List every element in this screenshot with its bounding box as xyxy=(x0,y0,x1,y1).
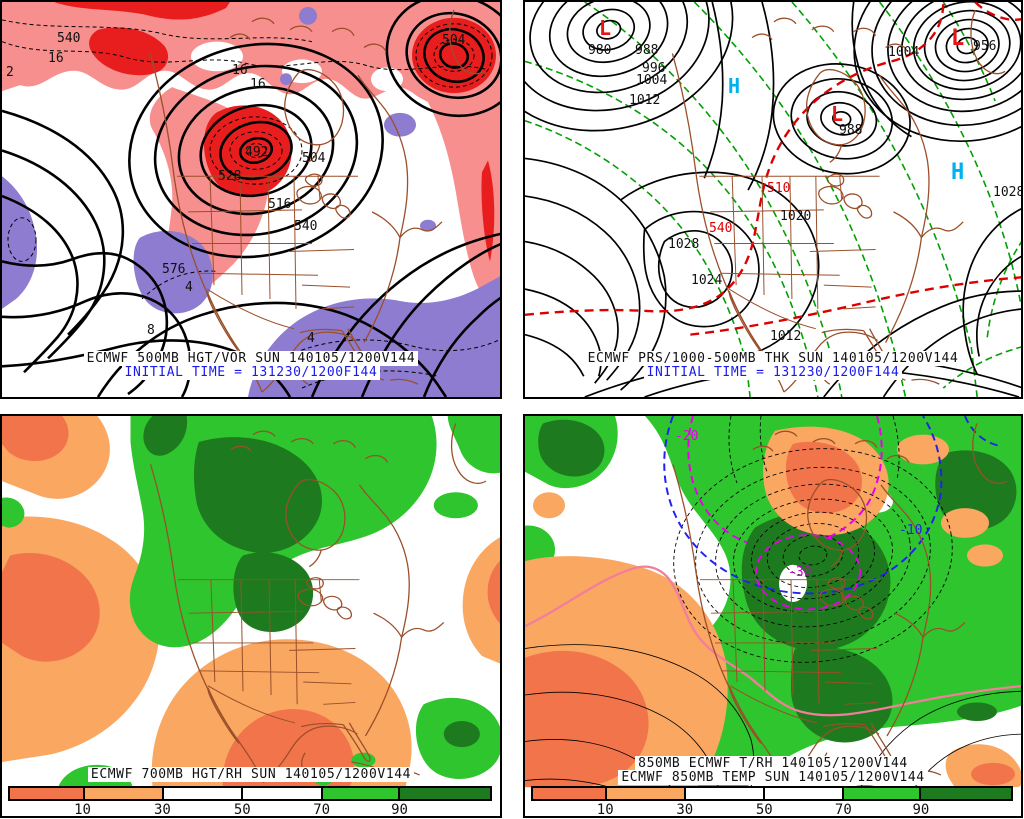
colorbar-segment xyxy=(10,788,83,799)
colorbar-segment xyxy=(842,788,920,799)
colorbar-segment xyxy=(605,788,685,799)
panel-subtitle: INITIAL TIME = 131230/1200F144 xyxy=(525,365,1021,380)
colorbar-tick-label: 10 xyxy=(74,802,91,818)
thickness-contours xyxy=(525,2,1021,397)
map-850mb-t-rh xyxy=(525,416,1021,788)
colorbar-ticks: 10 30 50 70 90 xyxy=(531,801,1013,816)
panel-title: ECMWF 700MB HGT/RH SUN 140105/1200V144 xyxy=(2,767,500,782)
colorbar-tick-label: 50 xyxy=(755,802,773,818)
map-mslp-thickness xyxy=(525,2,1021,397)
panel-caption: ECMWF 500MB HGT/VOR SUN 140105/1200V144 … xyxy=(2,351,500,380)
panel-850mb-t-rh: -20 -10 -30 850MB ECMWF T/RH 140105/1200V1… xyxy=(523,414,1023,818)
minus10c-isotherm xyxy=(663,416,1000,595)
very-dry-core-shading xyxy=(525,441,1015,788)
zero-c-isotherm xyxy=(525,565,1021,717)
panel-title: ECMWF PRS/1000-500MB THK SUN 140105/1200… xyxy=(525,351,1021,366)
panel-title-line2: ECMWF 850MB TEMP SUN 140105/1200V144 xyxy=(525,770,1021,785)
rh-colorbar: 10 30 50 70 90 xyxy=(531,786,1013,816)
panel-subtitle: INITIAL TIME = 131230/1200F144 xyxy=(2,365,500,380)
colorbar-segment xyxy=(919,788,1011,799)
panel-title: ECMWF 500MB HGT/VOR SUN 140105/1200V144 xyxy=(2,351,500,366)
colorbar-tick-label: 50 xyxy=(233,802,251,818)
colorbar-tick-label: 10 xyxy=(596,802,614,818)
mslp-contours xyxy=(525,2,1021,397)
colorbar-segment xyxy=(398,788,490,799)
colorbar-tick-label: 30 xyxy=(676,802,694,818)
colorbar-ticks: 10 30 50 70 90 xyxy=(8,801,492,816)
colorbar-segment xyxy=(684,788,764,799)
panel-caption: ECMWF 700MB HGT/RH SUN 140105/1200V144 xyxy=(2,767,500,782)
colorbar-tick-label: 70 xyxy=(834,802,852,818)
panel-caption: 850MB ECMWF T/RH 140105/1200V144 ECMWF 8… xyxy=(525,756,1021,785)
colorbar-tick-label: 90 xyxy=(912,802,930,818)
colorbar-segment xyxy=(320,788,399,799)
panel-caption: ECMWF PRS/1000-500MB THK SUN 140105/1200… xyxy=(525,351,1021,380)
rh-colorbar: 10 30 50 70 90 xyxy=(8,786,492,816)
minus20c-isotherm xyxy=(687,416,883,611)
colorbar-tick-label: 90 xyxy=(391,802,408,818)
colorbar-tick-label: 70 xyxy=(313,802,331,818)
colorbar-segment xyxy=(533,788,606,799)
colorbar xyxy=(531,786,1013,801)
540-thickness-line xyxy=(525,2,1021,336)
panel-mslp-thickness: L L L H H 980 988 996 1004 1012 1004 956 988 1020 1028… xyxy=(523,0,1023,399)
colorbar-segment xyxy=(241,788,321,799)
panel-700mb-hgt-rh: ECMWF 700MB HGT/RH SUN 140105/1200V144 1… xyxy=(0,414,502,818)
colorbar xyxy=(8,786,492,801)
panel-500mb-hgt-vor: 540 16 2 16 16 504 492 504 528 516 540 576 4 8 4 ECMWF… xyxy=(0,0,502,399)
map-700mb-hgt-rh xyxy=(2,416,500,788)
colorbar-segment xyxy=(763,788,843,799)
panel-title: 850MB ECMWF T/RH 140105/1200V144 xyxy=(525,756,1021,771)
map-500mb-hgt-vor xyxy=(2,2,500,397)
vorticity-contours xyxy=(2,19,500,389)
colorbar-segment xyxy=(161,788,242,799)
colorbar-tick-label: 30 xyxy=(153,802,171,818)
colorbar-segment xyxy=(82,788,162,799)
